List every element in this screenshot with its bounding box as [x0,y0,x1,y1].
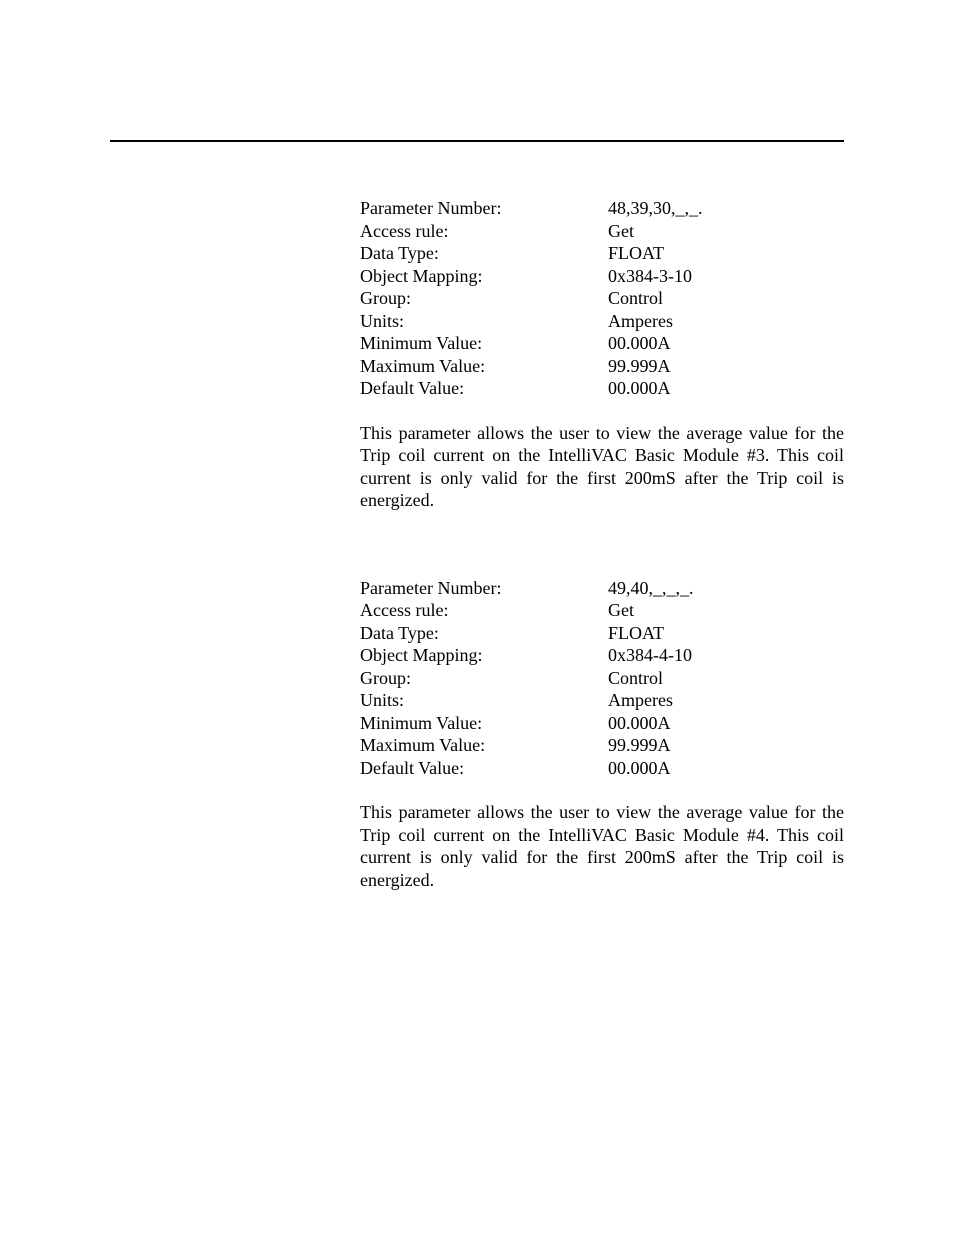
param-label: Access rule: [360,220,608,243]
param-value: Amperes [608,310,844,333]
param-value: 00.000A [608,712,844,735]
param-row: Maximum Value: 99.999A [360,734,844,757]
param-row: Object Mapping: 0x384-3-10 [360,265,844,288]
param-row: Parameter Number: 49,40,_,_,_. [360,577,844,600]
param-value: 0x384-3-10 [608,265,844,288]
param-value: Get [608,599,844,622]
param-value: 00.000A [608,377,844,400]
param-value: FLOAT [608,242,844,265]
param-label: Default Value: [360,377,608,400]
param-value: Control [608,287,844,310]
param-row: Group: Control [360,667,844,690]
param-value: 00.000A [608,332,844,355]
param-label: Data Type: [360,242,608,265]
parameter-section-1: Parameter Number: 48,39,30,_,_. Access r… [360,197,844,512]
param-row: Access rule: Get [360,599,844,622]
param-value: 99.999A [608,734,844,757]
param-label: Access rule: [360,599,608,622]
param-value: Get [608,220,844,243]
param-row: Units: Amperes [360,310,844,333]
param-row: Minimum Value: 00.000A [360,332,844,355]
param-row: Access rule: Get [360,220,844,243]
param-label: Group: [360,667,608,690]
param-row: Minimum Value: 00.000A [360,712,844,735]
parameter-description: This parameter allows the user to view t… [360,801,844,891]
param-label: Minimum Value: [360,712,608,735]
parameter-description: This parameter allows the user to view t… [360,422,844,512]
param-value: 99.999A [608,355,844,378]
param-label: Parameter Number: [360,197,608,220]
param-row: Group: Control [360,287,844,310]
param-label: Object Mapping: [360,265,608,288]
param-row: Parameter Number: 48,39,30,_,_. [360,197,844,220]
param-label: Maximum Value: [360,734,608,757]
param-value: Control [608,667,844,690]
param-label: Object Mapping: [360,644,608,667]
param-row: Maximum Value: 99.999A [360,355,844,378]
param-value: 0x384-4-10 [608,644,844,667]
param-row: Default Value: 00.000A [360,377,844,400]
param-value: 49,40,_,_,_. [608,577,844,600]
content-column: Parameter Number: 48,39,30,_,_. Access r… [360,142,844,891]
param-label: Parameter Number: [360,577,608,600]
param-value: Amperes [608,689,844,712]
page: Parameter Number: 48,39,30,_,_. Access r… [0,0,954,1235]
param-value: FLOAT [608,622,844,645]
param-label: Group: [360,287,608,310]
param-label: Units: [360,310,608,333]
param-value: 00.000A [608,757,844,780]
param-value: 48,39,30,_,_. [608,197,844,220]
param-row: Units: Amperes [360,689,844,712]
parameter-section-2: Parameter Number: 49,40,_,_,_. Access ru… [360,577,844,892]
param-row: Default Value: 00.000A [360,757,844,780]
param-label: Default Value: [360,757,608,780]
param-label: Maximum Value: [360,355,608,378]
header-spacer [110,70,844,105]
parameter-table: Parameter Number: 49,40,_,_,_. Access ru… [360,577,844,780]
parameter-table: Parameter Number: 48,39,30,_,_. Access r… [360,197,844,400]
param-label: Units: [360,689,608,712]
param-label: Minimum Value: [360,332,608,355]
param-row: Data Type: FLOAT [360,242,844,265]
param-row: Object Mapping: 0x384-4-10 [360,644,844,667]
param-label: Data Type: [360,622,608,645]
param-row: Data Type: FLOAT [360,622,844,645]
